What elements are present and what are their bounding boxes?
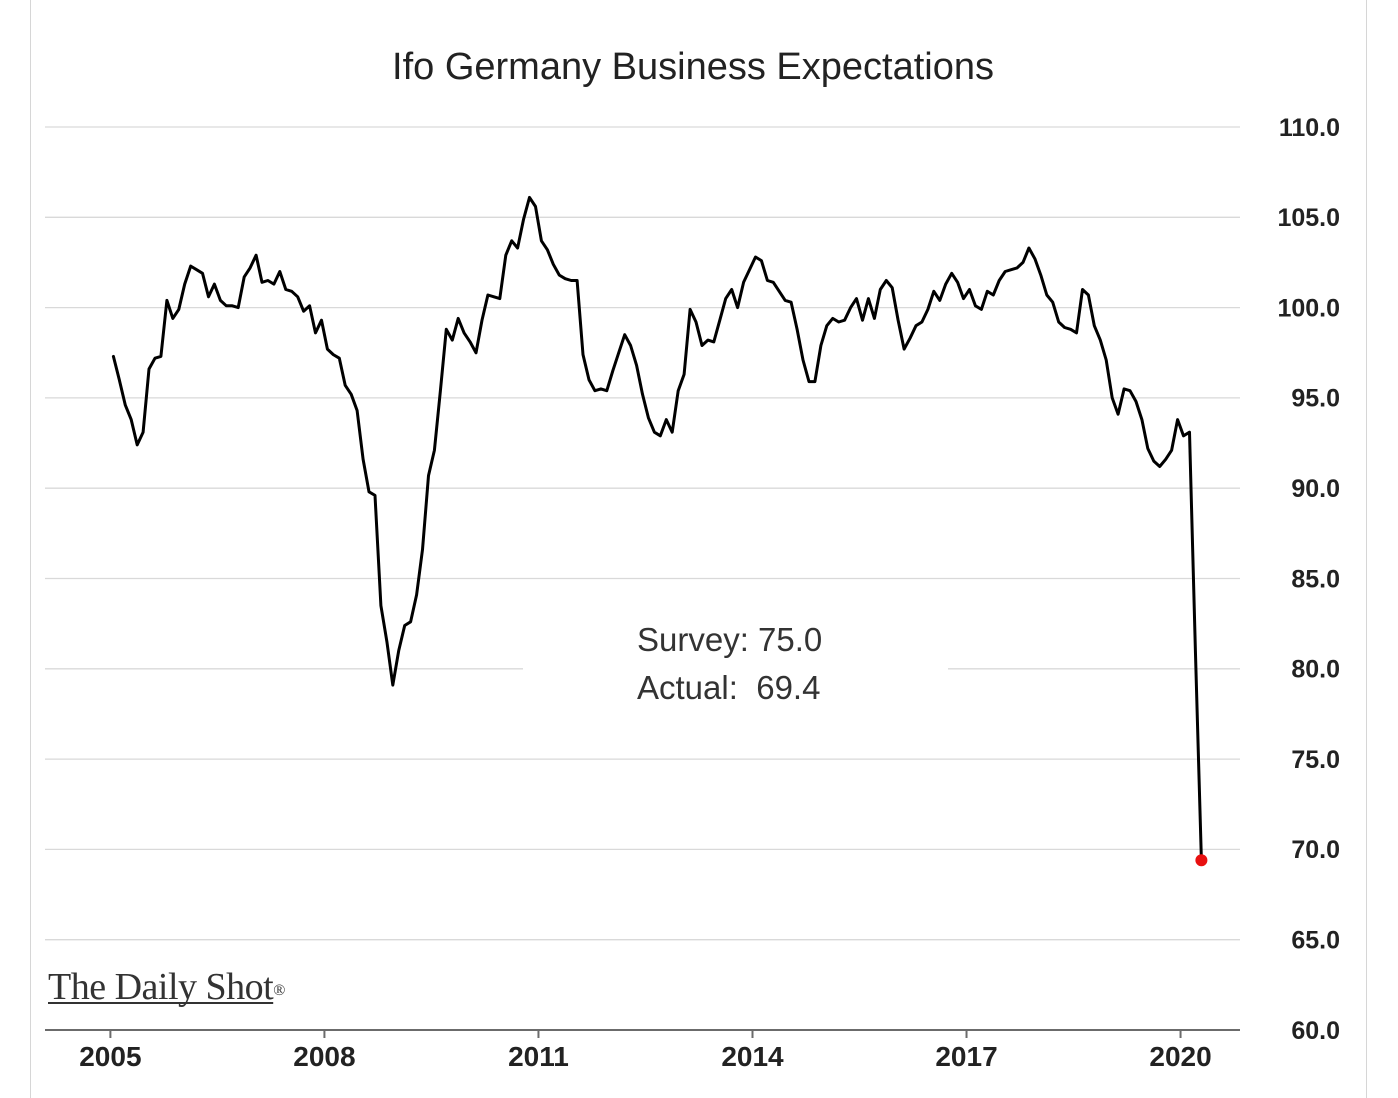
- frame-border-right: [1366, 0, 1367, 1098]
- y-tick-label: 100.0: [1277, 294, 1340, 322]
- x-tick-label: 2008: [293, 1041, 355, 1072]
- series-line-ifo-expectations: [111, 195, 1203, 862]
- x-tick-label: 2005: [79, 1041, 141, 1072]
- y-tick-label: 60.0: [1291, 1017, 1340, 1045]
- logo-text: The Daily Shot: [48, 966, 274, 1008]
- x-tick-label: 2020: [1149, 1041, 1211, 1072]
- gridlines: [45, 126, 1240, 941]
- y-tick-label: 105.0: [1277, 204, 1340, 232]
- axis-ticks: 110.0 105.0 100.0 95.0 90.0 85.0 80.0 75.0 70.0 6…: [79, 114, 1340, 1072]
- survey-actual-annotation: Survey: 75.0 Actual: 69.4: [523, 612, 948, 712]
- annotation-survey: Survey: 75.0: [637, 621, 823, 658]
- latest-value-marker: [1195, 854, 1208, 867]
- y-tick-label: 90.0: [1291, 475, 1340, 503]
- annotation-actual: Actual: 69.4: [637, 669, 821, 706]
- y-tick-label: 95.0: [1291, 385, 1340, 413]
- y-tick-label: 110.0: [1279, 114, 1340, 142]
- registered-mark: ®: [273, 982, 286, 999]
- y-tick-label: 65.0: [1291, 926, 1340, 954]
- x-tick-label: 2017: [935, 1041, 997, 1072]
- y-tick-label: 70.0: [1291, 836, 1340, 864]
- y-tick-label: 75.0: [1291, 746, 1340, 774]
- frame-border-left: [30, 0, 31, 1098]
- y-tick-label: 80.0: [1291, 656, 1340, 684]
- x-tick-label: 2011: [508, 1041, 569, 1072]
- chart-title: Ifo Germany Business Expectations: [392, 46, 994, 88]
- x-tick-label: 2014: [721, 1041, 784, 1072]
- y-tick-label: 85.0: [1291, 565, 1340, 593]
- the-daily-shot-logo: The Daily Shot®: [48, 965, 285, 1009]
